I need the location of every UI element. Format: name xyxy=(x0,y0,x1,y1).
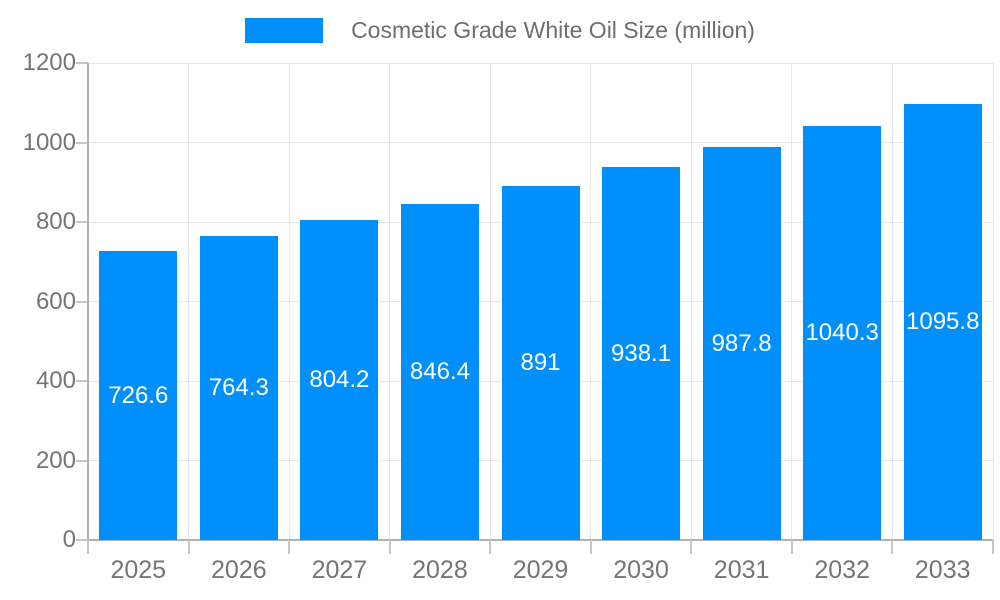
bar[interactable] xyxy=(99,251,178,540)
plot-area: 726.6 764.3 804.2 846.4 891 938.1 987.8 1040.3 1… xyxy=(76,62,994,554)
x-axis-tick-label: 2025 xyxy=(110,556,167,584)
gridline-vertical xyxy=(891,63,893,540)
legend: Cosmetic Grade White Oil Size (million) xyxy=(0,17,1000,44)
x-axis-tick xyxy=(589,540,592,554)
y-axis-tick xyxy=(76,141,88,144)
x-axis-line xyxy=(88,539,993,541)
y-axis-tick xyxy=(76,539,88,541)
gridline-vertical xyxy=(288,63,290,540)
bar[interactable] xyxy=(803,126,882,540)
x-axis-tick-label: 2030 xyxy=(613,556,669,584)
gridline-vertical xyxy=(489,63,491,540)
gridline-vertical xyxy=(590,63,592,540)
x-axis-tick xyxy=(388,540,391,554)
x-axis-tick xyxy=(288,540,291,554)
y-axis-tick-label: 1000 xyxy=(22,128,76,156)
y-axis-tick xyxy=(76,221,88,223)
gridline-horizontal xyxy=(88,142,993,143)
bar[interactable] xyxy=(903,104,982,540)
bar[interactable] xyxy=(702,147,781,540)
bar[interactable] xyxy=(501,185,580,540)
gridline-vertical xyxy=(389,63,391,540)
y-axis-tick xyxy=(76,459,88,462)
x-axis-tick-label: 2033 xyxy=(914,556,971,584)
gridline-vertical xyxy=(188,63,190,540)
x-axis-tick-label: 2031 xyxy=(713,556,770,584)
y-axis-tick-label: 600 xyxy=(35,287,76,315)
y-axis-line xyxy=(87,63,89,540)
x-axis-tick xyxy=(790,540,793,554)
bar[interactable] xyxy=(602,167,681,540)
x-axis-tick xyxy=(891,540,894,554)
y-axis-tick xyxy=(76,380,88,382)
y-axis-tick-label: 0 xyxy=(62,526,76,553)
legend-item[interactable]: Cosmetic Grade White Oil Size (million) xyxy=(245,17,755,44)
x-axis-tick xyxy=(87,540,89,554)
x-axis-tick-label: 2029 xyxy=(512,556,569,584)
y-axis-tick xyxy=(76,300,88,303)
x-axis-tick-label: 2028 xyxy=(412,556,468,584)
y-axis-tick-label: 1200 xyxy=(22,49,76,76)
x-axis-tick-label: 2032 xyxy=(814,556,870,584)
y-axis-tick xyxy=(76,62,88,64)
legend-swatch xyxy=(245,18,324,43)
gridline-vertical xyxy=(992,63,994,540)
bar[interactable] xyxy=(300,220,379,540)
bar[interactable] xyxy=(400,203,479,540)
bar[interactable] xyxy=(199,236,278,540)
gridline-horizontal xyxy=(88,62,993,64)
x-axis-tick xyxy=(690,540,693,554)
x-axis-tick-label: 2027 xyxy=(311,556,368,584)
x-axis-tick xyxy=(992,540,994,554)
y-axis-tick-label: 200 xyxy=(35,446,76,474)
gridline-vertical xyxy=(690,63,692,540)
y-axis-tick-label: 400 xyxy=(35,367,76,394)
y-axis-tick-label: 800 xyxy=(35,208,76,235)
x-axis-tick-label: 2026 xyxy=(211,556,267,584)
legend-label: Cosmetic Grade White Oil Size (million) xyxy=(351,17,755,43)
x-axis-tick xyxy=(187,540,190,554)
gridline-vertical xyxy=(791,63,793,540)
x-axis-tick xyxy=(489,540,492,554)
